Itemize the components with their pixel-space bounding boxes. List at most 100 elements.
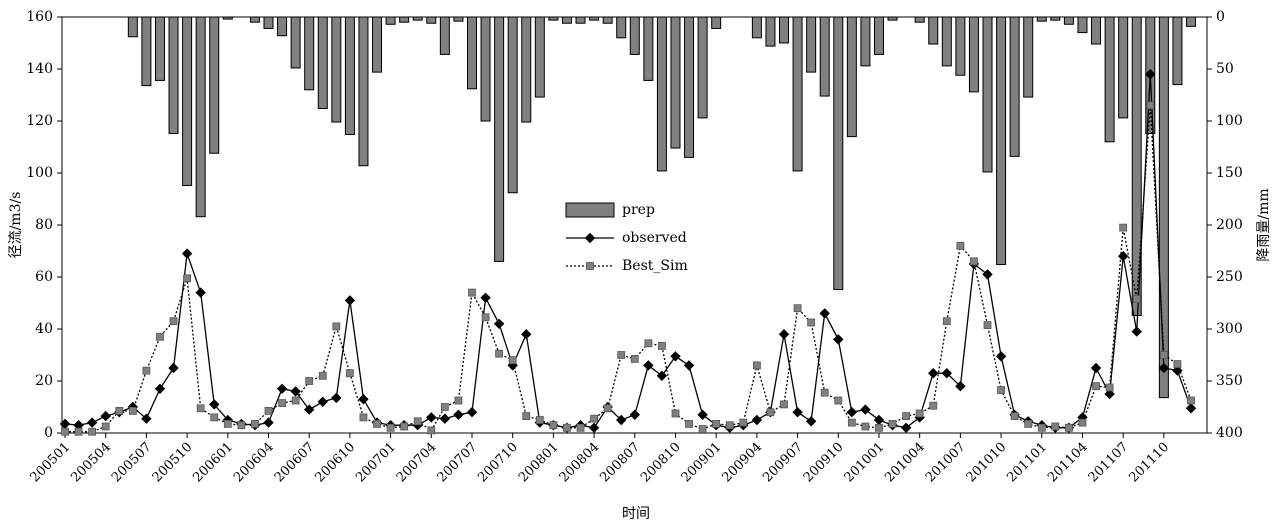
bar bbox=[873, 16, 884, 55]
bar bbox=[928, 16, 939, 45]
point bbox=[915, 409, 924, 418]
x-tick-label: 201004 bbox=[882, 440, 928, 486]
point bbox=[820, 388, 829, 397]
point bbox=[141, 413, 152, 424]
point bbox=[1051, 422, 1060, 431]
point bbox=[251, 419, 259, 428]
bar bbox=[643, 16, 654, 81]
point bbox=[480, 292, 491, 304]
x-tick-label: 200904 bbox=[719, 440, 765, 486]
y-tick-label: 80 bbox=[35, 217, 53, 233]
point bbox=[1119, 223, 1128, 232]
point bbox=[86, 417, 98, 428]
point bbox=[819, 308, 830, 319]
point bbox=[454, 396, 463, 405]
x-tick-label: 200501 bbox=[28, 440, 74, 486]
point bbox=[888, 419, 897, 428]
point bbox=[278, 399, 286, 408]
x-tick-label: 200510 bbox=[150, 440, 196, 486]
point bbox=[439, 413, 451, 424]
bar bbox=[1023, 16, 1034, 98]
x-tick-label: 200610 bbox=[312, 440, 358, 486]
x-tick-label: 201107 bbox=[1086, 440, 1132, 486]
bar bbox=[331, 16, 342, 123]
point bbox=[590, 414, 598, 423]
point bbox=[995, 351, 1007, 362]
point bbox=[617, 351, 626, 359]
point bbox=[195, 287, 206, 298]
y-tick-label: 120 bbox=[26, 113, 53, 129]
bar bbox=[779, 16, 790, 44]
point bbox=[793, 304, 802, 313]
point bbox=[941, 367, 953, 379]
point bbox=[752, 361, 761, 370]
y-axis-label: 径流/m3/s bbox=[8, 192, 24, 259]
y2-tick-label: 250 bbox=[1216, 269, 1243, 285]
x-tick-label: 200804 bbox=[557, 440, 603, 486]
x-tick-label: 200810 bbox=[638, 440, 684, 486]
legend-label: observed bbox=[622, 230, 687, 246]
point bbox=[1145, 68, 1156, 80]
point bbox=[196, 404, 205, 413]
bar bbox=[833, 16, 844, 290]
point bbox=[276, 383, 288, 395]
bar bbox=[480, 16, 491, 122]
y2-tick-label: 50 bbox=[1216, 61, 1234, 77]
point bbox=[291, 396, 300, 405]
point bbox=[331, 392, 342, 404]
x-tick-label: 200604 bbox=[231, 440, 277, 486]
point bbox=[1090, 362, 1102, 374]
bar bbox=[209, 16, 220, 154]
point bbox=[875, 423, 883, 432]
bar bbox=[1063, 16, 1074, 25]
point bbox=[468, 288, 476, 297]
point bbox=[481, 313, 490, 322]
point bbox=[345, 369, 354, 378]
point bbox=[698, 425, 707, 434]
y2-tick-label: 300 bbox=[1216, 321, 1243, 337]
x-tick-label: 200707 bbox=[435, 440, 481, 486]
point bbox=[115, 406, 124, 415]
point bbox=[549, 421, 558, 430]
bar bbox=[806, 16, 817, 73]
point bbox=[332, 322, 341, 331]
point bbox=[725, 421, 734, 430]
point bbox=[861, 422, 870, 431]
bar bbox=[575, 16, 586, 24]
bar bbox=[1172, 16, 1183, 86]
point bbox=[386, 423, 395, 432]
point bbox=[400, 422, 409, 431]
x-tick-label: 200507 bbox=[109, 440, 155, 486]
bar bbox=[317, 16, 328, 110]
point bbox=[100, 410, 111, 422]
bar bbox=[670, 16, 681, 149]
point bbox=[792, 406, 803, 418]
point bbox=[712, 419, 721, 428]
point bbox=[181, 248, 193, 259]
y2-tick-label: 0 bbox=[1216, 9, 1225, 25]
x-tick-label: 200907 bbox=[760, 440, 806, 486]
point bbox=[128, 406, 137, 415]
point bbox=[982, 269, 993, 280]
bar bbox=[127, 16, 138, 38]
point bbox=[847, 418, 856, 427]
bar bbox=[277, 16, 288, 37]
point bbox=[264, 406, 273, 415]
y-tick-label: 160 bbox=[26, 9, 53, 25]
point bbox=[237, 421, 246, 430]
y-tick-label: 40 bbox=[35, 321, 53, 337]
bar bbox=[765, 16, 776, 47]
bar bbox=[656, 16, 667, 172]
point bbox=[303, 404, 315, 415]
point bbox=[522, 412, 531, 421]
point bbox=[1065, 423, 1073, 432]
x-axis-label: 时间 bbox=[622, 506, 650, 522]
bar bbox=[819, 16, 830, 97]
bar bbox=[792, 16, 803, 172]
bar bbox=[1104, 16, 1115, 143]
bar bbox=[996, 16, 1007, 266]
point bbox=[833, 334, 844, 345]
legend-label: prep bbox=[622, 202, 655, 218]
plot-frame bbox=[61, 16, 1208, 434]
point bbox=[834, 396, 843, 405]
